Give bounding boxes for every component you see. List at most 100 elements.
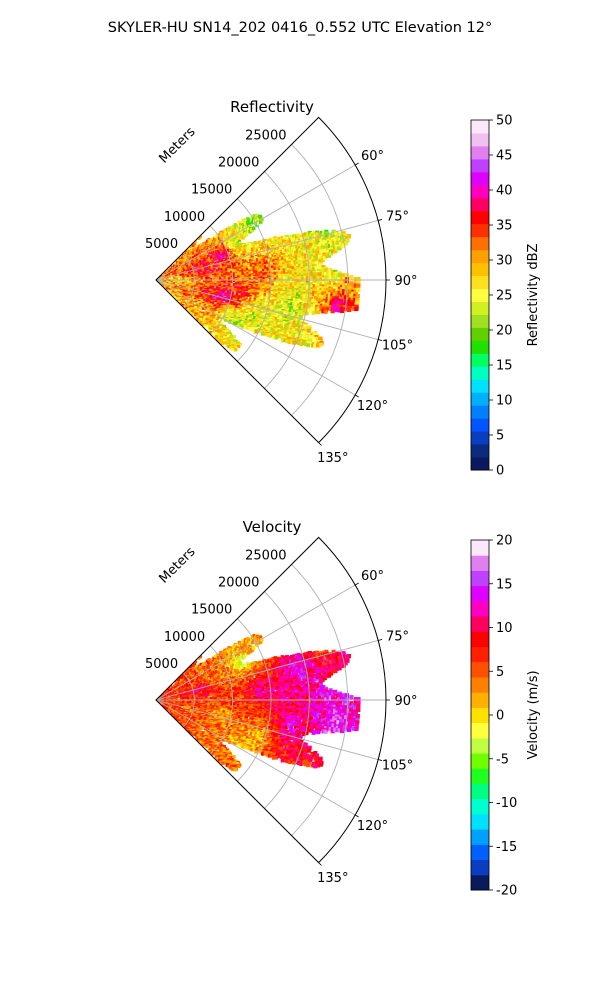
echo-pixel [278, 288, 282, 292]
echo-pixel [328, 306, 333, 311]
echo-pixel [187, 686, 190, 690]
echo-pixel [316, 310, 321, 315]
echo-pixel [248, 220, 252, 225]
echo-pixel [211, 317, 215, 321]
echo-pixel [328, 236, 333, 241]
echo-pixel [212, 301, 216, 305]
echo-pixel [255, 284, 259, 288]
echo-pixel [197, 705, 201, 709]
echo-pixel [212, 330, 216, 334]
echo-pixel [321, 291, 326, 296]
echo-pixel [226, 338, 230, 343]
echo-pixel [199, 689, 203, 693]
echo-pixel [310, 304, 315, 308]
echo-pixel [211, 325, 215, 329]
echo-pixel [227, 306, 231, 310]
echo-pixel [323, 293, 328, 298]
azimuth-line [155, 279, 356, 396]
echo-pixel [287, 340, 292, 345]
echo-pixel [257, 283, 261, 287]
echo-pixel [202, 274, 206, 278]
echo-pixel [214, 284, 217, 288]
theta-tick-label: 90° [394, 274, 417, 289]
echo-pixel [247, 244, 251, 249]
echo-pixel [326, 284, 331, 289]
echo-pixel [274, 260, 279, 264]
echo-pixel [233, 262, 237, 266]
echo-pixel [300, 291, 305, 296]
echo-pixel [331, 239, 336, 244]
echo-pixel [344, 287, 349, 292]
echo-pixel [226, 233, 230, 237]
echo-pixel [335, 234, 340, 239]
echo-pixel [336, 240, 341, 245]
echo-pixel [242, 297, 246, 301]
echo-pixel [197, 271, 201, 275]
echo-pixel [246, 231, 250, 235]
echo-pixel [176, 691, 179, 694]
echo-pixel [174, 262, 177, 266]
echo-pixel [233, 246, 237, 250]
echo-pixel [262, 258, 267, 262]
echo-pixel [228, 259, 232, 263]
echo-pixel [312, 275, 317, 280]
echo-pixel [219, 326, 223, 330]
echo-pixel [181, 723, 185, 727]
echo-pixel [197, 675, 200, 679]
echo-pixel [334, 300, 339, 305]
echo-pixel [217, 338, 221, 342]
echo-pixel [257, 287, 261, 291]
echo-pixel [189, 311, 193, 315]
echo-pixel [162, 284, 165, 287]
echo-pixel [216, 253, 220, 257]
echo-pixel [206, 309, 209, 312]
echo-pixel [176, 718, 180, 722]
echo-pixel [292, 321, 297, 325]
colorbar-segment [471, 236, 489, 251]
echo-pixel [262, 324, 266, 328]
echo-pixel [160, 694, 163, 698]
echo-pixel [208, 320, 212, 324]
echo-pixel [319, 272, 324, 277]
echo-pixel [291, 316, 296, 320]
echo-pixel [244, 276, 248, 280]
echo-pixel [305, 276, 310, 280]
echo-pixel [279, 324, 284, 328]
echo-pixel [274, 316, 279, 321]
echo-pixel [196, 318, 200, 321]
echo-pixel [301, 335, 306, 340]
echo-pixel [181, 303, 185, 307]
echo-pixel [227, 299, 231, 303]
echo-pixel [192, 676, 195, 679]
echo-pixel [253, 307, 258, 311]
colorbar-segment [471, 301, 489, 315]
echo-pixel [256, 221, 261, 225]
echo-pixel [229, 342, 233, 346]
echo-pixel [237, 243, 241, 247]
echo-pixel [221, 242, 225, 246]
echo-pixel [321, 287, 326, 292]
echo-pixel [207, 329, 211, 333]
echo-pixel [209, 331, 213, 334]
echo-pixel [220, 236, 224, 240]
colorbar-segment [471, 145, 489, 160]
echo-pixel [337, 273, 342, 278]
echo-pixel [177, 258, 180, 262]
echo-pixel [249, 311, 254, 316]
echo-pixel [224, 307, 228, 311]
echo-pixel [253, 277, 257, 281]
echo-pixel [258, 298, 262, 303]
echo-pixel [292, 340, 297, 345]
echo-pixel [261, 332, 265, 336]
echo-pixel [332, 245, 337, 250]
echo-pixel [280, 321, 284, 326]
echo-pixel [233, 321, 237, 325]
echo-pixel [185, 294, 188, 297]
echo-pixel [175, 297, 178, 300]
echo-pixel [307, 266, 312, 271]
echo-pixel [181, 680, 184, 684]
echo-pixel [213, 290, 216, 294]
echo-pixel [214, 332, 218, 336]
theta-tick-label: 120° [357, 399, 388, 414]
echo-pixel [215, 245, 219, 249]
